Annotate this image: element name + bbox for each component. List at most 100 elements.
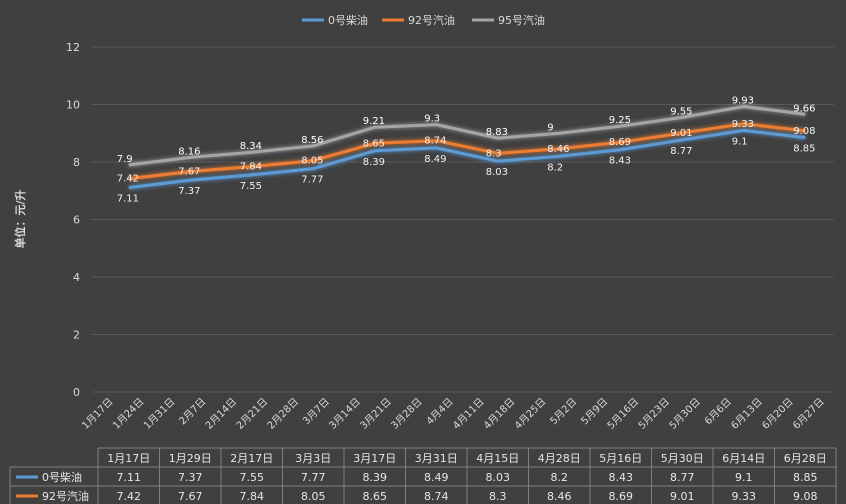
- data-label: 7.84: [240, 162, 262, 173]
- table-cell: 8.85: [793, 471, 818, 484]
- x-tick-label: 2月21日: [234, 396, 270, 432]
- x-tick-label: 4月11日: [450, 396, 486, 432]
- data-label: 8.3: [486, 148, 502, 159]
- x-tick-label: 5月9日: [579, 396, 611, 428]
- data-label: 9.01: [670, 128, 692, 139]
- legend-label: 0号柴油: [328, 13, 368, 27]
- data-label: 9.33: [732, 119, 754, 130]
- series-line: [128, 128, 806, 190]
- table-cell: 9.1: [735, 471, 753, 484]
- x-tick-label: 1月17日: [79, 396, 115, 432]
- x-tick-label: 6月6日: [702, 396, 734, 428]
- table-cell: 8.49: [424, 471, 449, 484]
- x-tick-label: 5月16日: [605, 396, 641, 432]
- x-tick-label: 2月14日: [203, 396, 239, 432]
- x-tick-label: 1月24日: [110, 396, 146, 432]
- table-cell: 7.42: [117, 490, 142, 503]
- y-tick-label: 4: [73, 271, 80, 284]
- x-tick-label: 5月30日: [667, 396, 703, 432]
- data-label: 8.34: [240, 141, 262, 152]
- x-tick-label: 4月18日: [481, 396, 517, 432]
- table-header-cell: 2月17日: [230, 452, 273, 465]
- y-axis-ticks: 0 2 4 6 8 10 12: [66, 41, 80, 399]
- data-label: 8.56: [301, 135, 323, 146]
- table-cell: 7.55: [240, 471, 265, 484]
- data-label: 8.43: [609, 156, 631, 167]
- x-tick-label: 2月28日: [265, 396, 301, 432]
- table-header-cell: 3月3日: [295, 452, 331, 465]
- grid: [92, 46, 834, 393]
- table-cell: 8.65: [363, 490, 388, 503]
- data-label: 8.05: [301, 156, 323, 167]
- x-tick-label: 4月25日: [512, 396, 548, 432]
- data-label: 8.85: [793, 144, 815, 155]
- data-label: 8.65: [363, 138, 385, 149]
- x-tick-label: 4月4日: [424, 396, 456, 428]
- table-cell: 9.01: [670, 490, 695, 503]
- data-label: 7.55: [240, 181, 262, 192]
- data-label: 9.55: [670, 106, 692, 117]
- table-header-cell: 3月17日: [353, 452, 396, 465]
- data-label: 7.67: [178, 166, 200, 177]
- table-cell: 8.43: [609, 471, 634, 484]
- data-label: 8.46: [547, 144, 569, 155]
- table-cell: 8.69: [609, 490, 634, 503]
- data-label: 8.39: [363, 157, 385, 168]
- series-line: [128, 122, 806, 181]
- table-cell: 8.3: [489, 490, 507, 503]
- data-label: 8.69: [609, 137, 631, 148]
- data-label: 8.83: [486, 127, 508, 138]
- data-label: 8.03: [486, 167, 508, 178]
- y-tick-label: 8: [73, 156, 80, 169]
- data-label: 9.25: [609, 115, 631, 126]
- y-tick-label: 12: [66, 41, 80, 54]
- data-label: 7.42: [117, 174, 139, 185]
- table-cell: 7.77: [301, 471, 326, 484]
- table-header-cell: 5月30日: [661, 452, 704, 465]
- data-labels: 7.117.37 7.557.778.39 8.498.03 8.28.438.779…: [117, 96, 816, 205]
- table-header-cell: 1月17日: [107, 452, 150, 465]
- table-header-cell: 6月28日: [784, 452, 827, 465]
- table-header-cell: 6月14日: [722, 452, 765, 465]
- table-cell: 8.2: [551, 471, 569, 484]
- table-header-cell: 4月28日: [538, 452, 581, 465]
- y-tick-label: 2: [73, 329, 80, 342]
- x-tick-label: 2月7日: [177, 396, 209, 428]
- table-cell: 8.74: [424, 490, 449, 503]
- table-cell: 9.08: [793, 490, 818, 503]
- x-tick-label: 1月31日: [141, 396, 177, 432]
- data-label: 9: [547, 122, 553, 133]
- table-row-label: 0号柴油: [42, 470, 82, 484]
- table-header-cell: 1月29日: [169, 452, 212, 465]
- x-tick-label: 6月27日: [791, 396, 827, 432]
- data-label: 8.2: [547, 162, 563, 173]
- y-tick-label: 0: [73, 386, 80, 399]
- y-axis-title: 单位：元/升: [13, 189, 27, 248]
- table-header-cell: 5月16日: [599, 452, 642, 465]
- table-cell: 8.03: [486, 471, 511, 484]
- series-line: [128, 105, 806, 167]
- table-cell: 7.37: [178, 471, 203, 484]
- table-cell: 9.33: [732, 490, 757, 503]
- table-cell: 8.05: [301, 490, 326, 503]
- legend-label: 92号汽油: [408, 13, 455, 27]
- x-tick-label: 3月21日: [358, 396, 394, 432]
- y-tick-label: 10: [66, 99, 80, 112]
- data-label: 9.66: [793, 103, 815, 114]
- data-table: 1月17日 1月29日 2月17日 3月3日 3月17日 3月31日 4月15日 4月28日 5…: [9, 447, 837, 504]
- data-label: 9.21: [363, 116, 385, 127]
- data-label: 9.93: [732, 96, 754, 107]
- x-tick-label: 3月14日: [327, 396, 363, 432]
- data-label: 9.3: [424, 114, 440, 125]
- data-label: 7.37: [178, 186, 200, 197]
- data-label: 7.77: [301, 175, 323, 186]
- x-tick-label: 6月20日: [760, 396, 796, 432]
- data-label: 9.08: [793, 126, 815, 137]
- table-cell: 8.46: [547, 490, 572, 503]
- series-lines: [128, 105, 806, 190]
- x-tick-label: 6月13日: [729, 396, 765, 432]
- data-label: 7.11: [117, 194, 139, 205]
- table-cell: 8.39: [363, 471, 388, 484]
